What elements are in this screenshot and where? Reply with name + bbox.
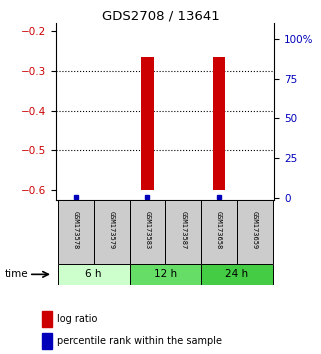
Bar (213, 57, 225, 190)
Text: GSM173578: GSM173578 (73, 211, 79, 250)
Bar (201, 200, 237, 264)
Bar (237, 200, 273, 264)
Text: GSM173658: GSM173658 (216, 211, 222, 250)
Bar (94, 200, 130, 264)
Bar (130, 264, 201, 285)
Bar (58, 264, 130, 285)
Bar (130, 200, 165, 264)
Text: GDS2708 / 13641: GDS2708 / 13641 (102, 10, 219, 23)
Text: 6 h: 6 h (85, 269, 102, 279)
Text: GSM173659: GSM173659 (252, 211, 258, 250)
Text: GSM173583: GSM173583 (144, 211, 151, 250)
Text: log ratio: log ratio (56, 314, 97, 324)
Bar (165, 200, 201, 264)
Text: percentile rank within the sample: percentile rank within the sample (56, 336, 221, 346)
Text: GSM173579: GSM173579 (108, 211, 115, 250)
Text: 24 h: 24 h (225, 269, 248, 279)
Text: time: time (5, 269, 29, 279)
Text: GSM173587: GSM173587 (180, 211, 186, 250)
Bar (42, 333, 52, 349)
Text: 12 h: 12 h (154, 269, 177, 279)
Bar (42, 311, 52, 326)
Bar (141, 57, 154, 190)
Bar (58, 200, 94, 264)
Bar (201, 264, 273, 285)
